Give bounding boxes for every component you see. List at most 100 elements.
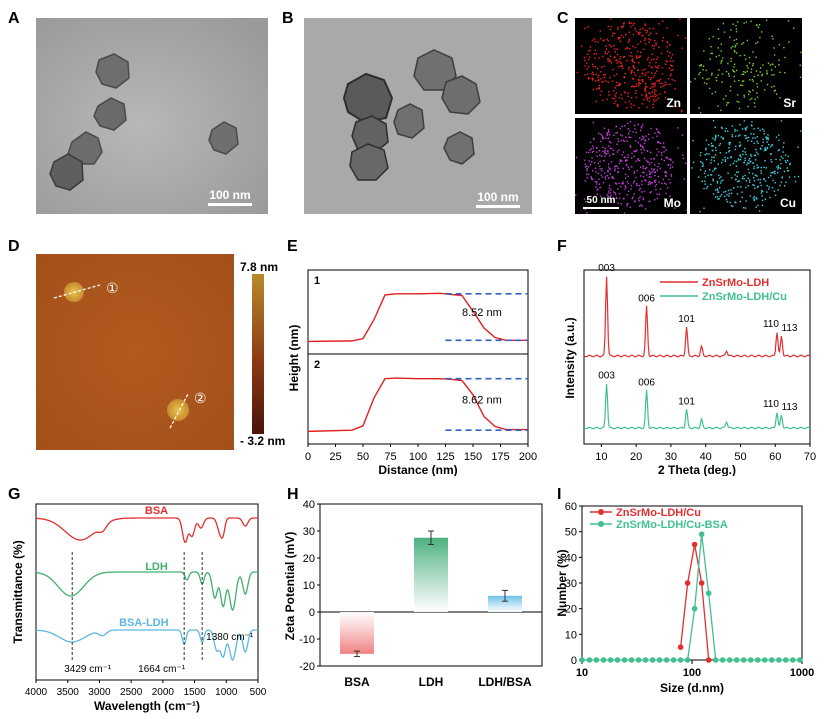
eds-dot (757, 178, 759, 181)
eds-dot (635, 85, 637, 88)
eds-dot (739, 134, 741, 136)
eds-dot (658, 46, 660, 49)
eds-dot (608, 154, 611, 157)
eds-dot (607, 130, 610, 133)
eds-dot (761, 204, 764, 207)
eds-dot (727, 102, 730, 104)
eds-dot (604, 178, 607, 180)
eds-dot (605, 153, 608, 155)
eds-dot (664, 170, 667, 173)
eds-dot (646, 97, 649, 99)
eds-dot (632, 61, 634, 63)
eds-dot (745, 21, 748, 23)
eds-dot (623, 156, 626, 158)
eds-dot (634, 46, 636, 49)
eds-dot (604, 147, 606, 150)
eds-dot (652, 106, 654, 109)
eds-dot (730, 156, 732, 159)
peak-label: 101 (678, 314, 695, 325)
eds-dot (739, 145, 741, 147)
eds-dot (723, 31, 726, 33)
eds-dot (654, 93, 656, 96)
eds-dot (777, 166, 780, 169)
eds-dot (621, 135, 624, 137)
eds-dot (637, 123, 639, 126)
eds-dot (650, 59, 653, 61)
eds-dot (766, 191, 768, 193)
eds-dot (598, 183, 601, 185)
eds-dot (647, 183, 650, 186)
eds-dot (775, 136, 778, 138)
eds-dot (610, 25, 612, 28)
eds-dot (584, 59, 586, 62)
eds-dot (639, 31, 641, 34)
peak-label: 110 (763, 399, 779, 410)
eds-dot (602, 80, 604, 83)
eds-dot (575, 156, 578, 159)
eds-dot (634, 124, 636, 127)
eds-dot (771, 171, 774, 174)
eds-dot (698, 107, 700, 109)
y-tick-label: 0 (309, 607, 315, 619)
eds-dot (674, 88, 677, 90)
x-tick-label: 30 (665, 451, 677, 463)
eds-dot (658, 151, 660, 153)
eds-dot (613, 56, 616, 59)
eds-dot (624, 185, 626, 187)
eds-dot (656, 66, 658, 69)
eds-dot (595, 80, 597, 82)
eds-dot (728, 146, 730, 149)
eds-dot (663, 84, 666, 86)
eds-dot (729, 90, 732, 92)
eds-dot (733, 71, 736, 73)
eds-dot (634, 150, 636, 153)
eds-dot (669, 60, 672, 62)
eds-dot (636, 55, 638, 57)
eds-dot (717, 74, 719, 76)
eds-dot (619, 127, 622, 130)
eds-dot (631, 77, 634, 80)
eds-dot (640, 148, 642, 151)
eds-dot (630, 157, 633, 159)
eds-dot (644, 23, 647, 25)
eds-dot (638, 205, 641, 207)
eds-dot (757, 74, 759, 76)
eds-dot (735, 145, 737, 148)
eds-dot (669, 195, 671, 197)
eds-dot (683, 178, 686, 180)
eds-dot (653, 47, 655, 50)
eds-dot (644, 37, 646, 40)
eds-dot (638, 56, 640, 58)
x-axis-title: Wavelength (cm⁻¹) (94, 699, 200, 713)
eds-dot (606, 38, 608, 40)
eds-dot (784, 71, 786, 74)
eds-dot (613, 134, 615, 136)
eds-dot (641, 135, 644, 137)
eds-dot (611, 147, 613, 150)
eds-dot (733, 39, 736, 42)
eds-dot (756, 136, 759, 138)
eds-dot (626, 205, 628, 207)
eds-dot (760, 80, 762, 82)
eds-dot (618, 149, 620, 151)
eds-dot (729, 36, 731, 38)
size-point (677, 644, 684, 650)
x-tick-label: 75 (384, 451, 396, 463)
eds-dot (630, 184, 633, 187)
eds-dot (716, 182, 719, 184)
eds-dot (769, 146, 772, 148)
peak-annotation: 3429 cm⁻¹ (64, 664, 112, 675)
eds-dot (745, 134, 747, 137)
eds-dot (726, 130, 729, 133)
eds-dot (765, 19, 768, 22)
eds-dot (645, 85, 647, 87)
eds-dot (589, 49, 591, 52)
eds-dot (763, 166, 765, 169)
size-point (628, 657, 635, 663)
eds-dot (595, 53, 597, 55)
eds-dot (619, 40, 622, 42)
eds-dot (636, 149, 638, 151)
eds-dot (647, 56, 650, 59)
x-axis-title: 2 Theta (deg.) (658, 463, 736, 476)
eds-dot (600, 71, 602, 73)
